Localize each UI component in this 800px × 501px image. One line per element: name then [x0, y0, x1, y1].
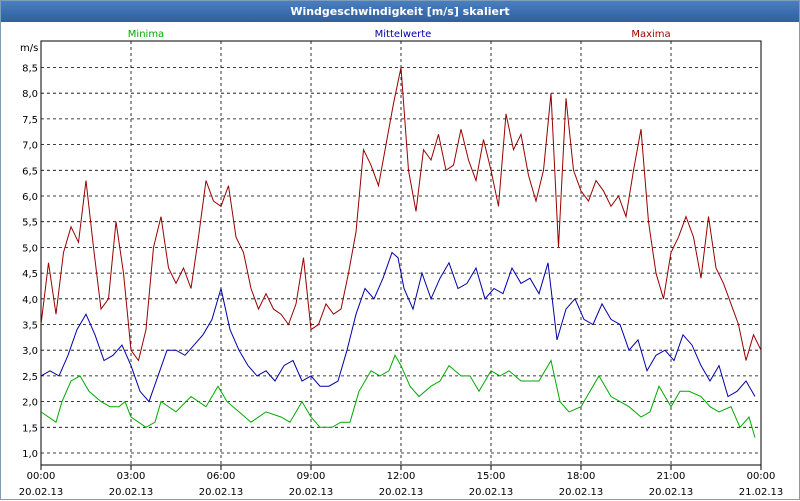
y-tick-label: 1,5: [22, 423, 38, 434]
y-tick-label: 8,0: [22, 89, 38, 100]
x-tick-time: 06:00: [207, 471, 236, 482]
series-line-mittelwerte: [40, 251, 756, 403]
x-tick-date: 20.02.13: [469, 487, 514, 498]
y-tick-label: 7,0: [22, 141, 38, 152]
x-tick-date: 21.02.13: [739, 487, 784, 498]
legend-mittelwerte: Mittelwerte: [375, 29, 432, 40]
chart-title: Windgeschwindigkeit [m/s] skaliert: [1, 1, 799, 22]
y-tick-label: 3,0: [22, 346, 38, 357]
y-tick-label: 8,5: [22, 64, 38, 75]
x-tick-time: 00:00: [27, 471, 56, 482]
x-tick-time: 21:00: [657, 471, 686, 482]
x-tick-date: 20.02.13: [199, 487, 244, 498]
x-tick-date: 20.02.13: [379, 487, 424, 498]
x-tick-time: 18:00: [567, 471, 596, 482]
x-tick-time: 09:00: [297, 471, 326, 482]
y-axis-label: m/s: [20, 43, 38, 54]
x-tick-time: 12:00: [387, 471, 416, 482]
y-tick-label: 1,0: [22, 449, 38, 460]
y-tick-label: 4,0: [22, 295, 38, 306]
y-tick-label: 5,5: [22, 218, 38, 229]
x-tick-date: 20.02.13: [109, 487, 154, 498]
x-tick-time: 03:00: [117, 471, 146, 482]
x-tick-time: 00:00: [747, 471, 776, 482]
x-tick-date: 20.02.13: [19, 487, 64, 498]
x-tick-time: 15:00: [477, 471, 506, 482]
x-tick-date: 20.02.13: [289, 487, 334, 498]
y-tick-label: 3,5: [22, 321, 38, 332]
y-tick-label: 5,0: [22, 243, 38, 254]
legend-maxima: Maxima: [631, 29, 670, 40]
series-line-minima: [40, 354, 756, 438]
y-tick-label: 6,5: [22, 166, 38, 177]
y-tick-label: 2,0: [22, 398, 38, 409]
y-tick-label: 4,5: [22, 269, 38, 280]
x-tick-date: 20.02.13: [649, 487, 694, 498]
legend-minima: Minima: [128, 29, 164, 40]
y-tick-label: 6,0: [22, 192, 38, 203]
y-tick-label: 2,5: [22, 372, 38, 383]
y-tick-label: 7,5: [22, 115, 38, 126]
series-line-maxima: [40, 67, 762, 362]
x-tick-date: 20.02.13: [559, 487, 604, 498]
